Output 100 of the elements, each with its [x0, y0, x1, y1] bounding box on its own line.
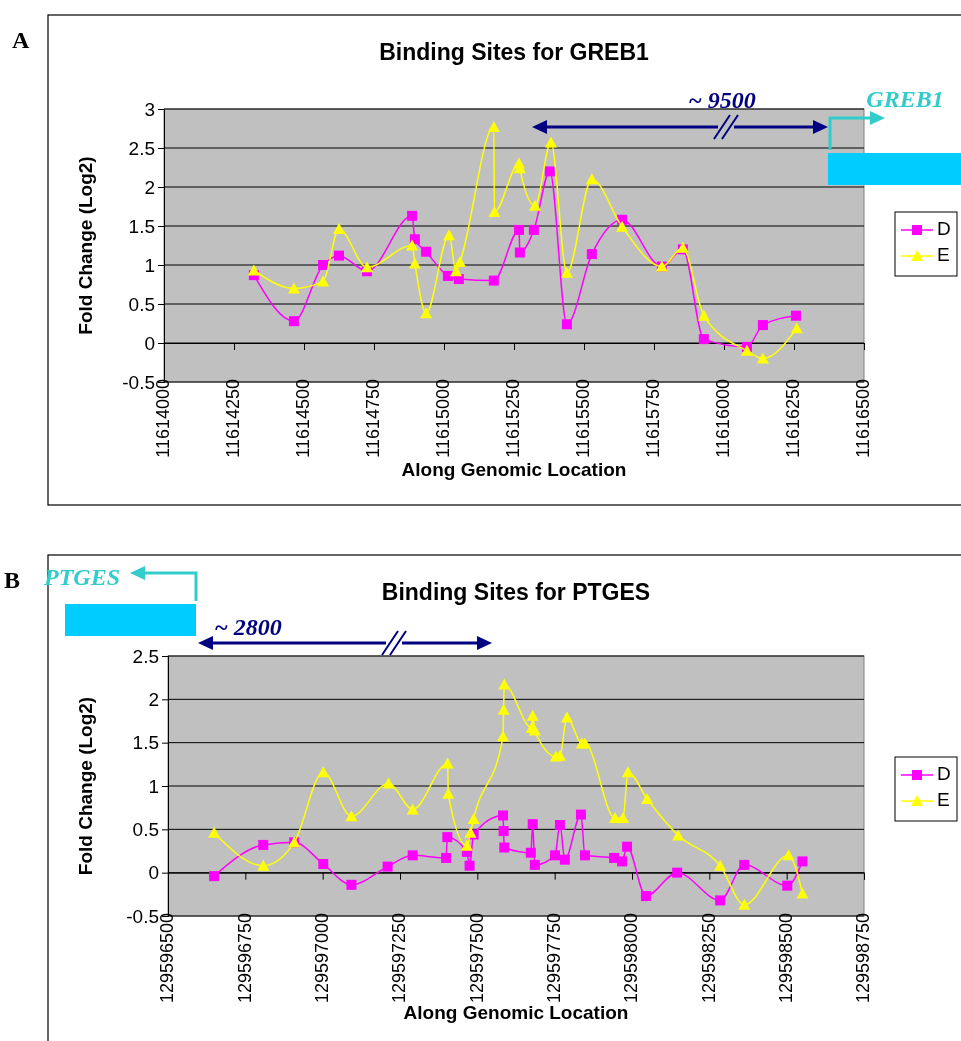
- point: [544, 136, 557, 148]
- point: [790, 310, 801, 321]
- y-tick-label: 1: [144, 254, 155, 276]
- point: [586, 249, 597, 260]
- point: [498, 810, 509, 821]
- point: [554, 820, 565, 830]
- point: [561, 319, 572, 330]
- x-tick-label: 11615250: [503, 379, 524, 458]
- point: [442, 832, 453, 843]
- chart-title: Binding Sites for PTGES: [381, 579, 651, 605]
- point: [498, 826, 509, 837]
- point: [617, 856, 628, 867]
- point: [790, 322, 803, 334]
- y-tick-label: 2: [144, 176, 155, 198]
- legend-label: D: [937, 763, 951, 785]
- point: [247, 264, 260, 276]
- x-tick-label: 11615750: [643, 379, 664, 458]
- y-tick-label: 1.5: [128, 215, 155, 237]
- y-tick-label: 1: [148, 775, 159, 797]
- x-tick-label: 11615000: [433, 379, 454, 458]
- y-tick-label: 2.5: [132, 645, 159, 667]
- y-tick-label: 2: [148, 688, 159, 710]
- point: [421, 246, 432, 257]
- point: [697, 309, 710, 321]
- x-tick-label: 129597500: [466, 913, 487, 1004]
- point: [334, 250, 344, 261]
- point: [497, 730, 510, 742]
- y-tick-label: 0.5: [128, 293, 155, 315]
- legend-label: E: [937, 244, 950, 266]
- point: [318, 260, 329, 270]
- point: [317, 766, 330, 778]
- point: [408, 257, 421, 269]
- point: [529, 859, 540, 870]
- point: [346, 879, 357, 890]
- point: [497, 703, 510, 715]
- point: [526, 709, 539, 721]
- point: [499, 842, 510, 853]
- point: [782, 849, 795, 861]
- point: [672, 829, 685, 841]
- x-axis-title: Along Genomic Location: [403, 1002, 629, 1023]
- text: B: [4, 567, 21, 593]
- x-tick-label: 129597750: [543, 913, 564, 1004]
- x-tick-label: 129598500: [775, 913, 796, 1004]
- point: [460, 839, 473, 851]
- y-tick-label: 0: [144, 332, 155, 354]
- point: [698, 334, 709, 345]
- point: [382, 777, 395, 789]
- x-tick-label: 11616500: [853, 379, 874, 458]
- x-tick-label: 129598250: [698, 913, 719, 1004]
- point: [287, 282, 300, 294]
- point: [382, 861, 393, 872]
- point: [498, 678, 511, 690]
- x-tick-label: 129598000: [621, 913, 642, 1004]
- text: GREB1: [866, 86, 944, 112]
- x-tick-label: 11614500: [293, 379, 314, 458]
- point: [208, 826, 221, 838]
- point: [544, 166, 555, 177]
- x-axis-title: Along Genomic Location: [401, 459, 627, 480]
- point: [575, 809, 586, 820]
- text: ~ 2800: [214, 614, 282, 640]
- point: [488, 275, 499, 286]
- x-tick-label: 129596750: [234, 913, 255, 1004]
- point: [443, 229, 456, 241]
- point: [467, 812, 480, 824]
- y-tick-label: -0.5: [122, 371, 155, 393]
- point: [406, 239, 419, 251]
- point: [288, 316, 299, 327]
- y-tick-label: 1.5: [132, 732, 159, 754]
- annotation: ~ 9500: [688, 87, 756, 113]
- point: [782, 880, 793, 891]
- x-tick-label: 11614250: [223, 379, 244, 458]
- point: [525, 847, 536, 858]
- point: [514, 247, 525, 258]
- x-tick-label: 129597250: [389, 913, 410, 1004]
- x-tick-label: 11614750: [363, 379, 384, 458]
- point: [407, 210, 418, 221]
- point: [585, 173, 598, 185]
- y-axis-title: Fold Change (Log2): [75, 696, 96, 876]
- point: [715, 895, 726, 906]
- legend-label: E: [937, 789, 950, 811]
- point: [442, 270, 453, 281]
- point: [527, 819, 538, 830]
- point: [559, 854, 570, 865]
- x-tick-label: 11615500: [573, 379, 594, 458]
- point: [406, 803, 419, 815]
- y-tick-label: 0.5: [132, 818, 159, 840]
- point: [740, 344, 753, 356]
- y-tick-label: 0: [148, 862, 159, 884]
- point: [528, 224, 539, 235]
- point: [487, 120, 500, 132]
- point: [797, 856, 808, 867]
- y-axis-title: Fold Change (Log2): [75, 156, 96, 335]
- point: [714, 859, 727, 871]
- point: [756, 352, 769, 364]
- y-tick-label: -0.5: [126, 905, 159, 927]
- point: [318, 859, 329, 869]
- point: [209, 871, 220, 882]
- point: [561, 711, 574, 723]
- y-tick-label: 2.5: [128, 137, 155, 159]
- point: [420, 307, 433, 319]
